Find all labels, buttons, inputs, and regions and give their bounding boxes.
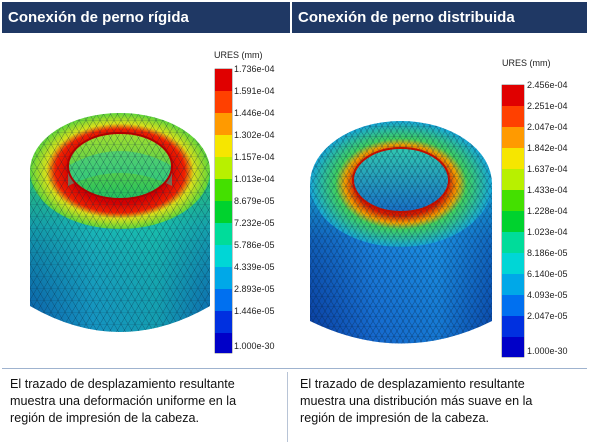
caption-line: muestra una deformación uniforme en la bbox=[10, 394, 237, 408]
legend-label: 8.186e-05 bbox=[527, 248, 568, 258]
legend-labels-distributed: 2.456e-04 2.251e-04 2.047e-04 1.842e-04 … bbox=[527, 80, 568, 356]
legend-labels-rigid: 1.736e-04 1.591e-04 1.446e-04 1.302e-04 … bbox=[234, 64, 275, 351]
legend-label: 1.157e-04 bbox=[234, 152, 275, 162]
legend-label: 1.736e-04 bbox=[234, 64, 275, 74]
legend-label: 2.251e-04 bbox=[527, 101, 568, 111]
legend-label: 2.047e-04 bbox=[527, 122, 568, 132]
legend-title-rigid: URES (mm) bbox=[214, 50, 263, 60]
legend-title-distributed: URES (mm) bbox=[502, 58, 551, 68]
panel-header-rigid: Conexión de perno rígida bbox=[2, 2, 290, 33]
legend-label: 1.637e-04 bbox=[527, 164, 568, 174]
caption-line: muestra una distribución más suave en la bbox=[300, 394, 533, 408]
caption-divider bbox=[2, 368, 587, 369]
legend-label: 4.093e-05 bbox=[527, 290, 568, 300]
caption-line: El trazado de desplazamiento resultante bbox=[10, 377, 235, 391]
legend-label: 5.786e-05 bbox=[234, 240, 275, 250]
legend-label: 1.013e-04 bbox=[234, 174, 275, 184]
legend-label: 7.232e-05 bbox=[234, 218, 275, 228]
legend-label: 1.302e-04 bbox=[234, 130, 275, 140]
caption-line: El trazado de desplazamiento resultante bbox=[300, 377, 525, 391]
legend-label: 1.446e-05 bbox=[234, 306, 275, 316]
legend-label: 6.140e-05 bbox=[527, 269, 568, 279]
caption-rigid: El trazado de desplazamiento resultante … bbox=[4, 372, 288, 442]
legend-label: 1.228e-04 bbox=[527, 206, 568, 216]
legend-label: 1.842e-04 bbox=[527, 143, 568, 153]
legend-bar-distributed bbox=[501, 84, 525, 358]
caption-distributed: El trazado de desplazamiento resultante … bbox=[294, 372, 586, 442]
legend-label: 1.023e-04 bbox=[527, 227, 568, 237]
plot-rigid: 1.736e-04 1.591e-04 1.446e-04 1.302e-04 … bbox=[2, 36, 292, 366]
legend-label: 1.000e-30 bbox=[527, 346, 568, 356]
legend-label: 8.679e-05 bbox=[234, 196, 275, 206]
caption-line: región de impresión de la cabeza. bbox=[10, 411, 200, 425]
legend-label: 1.446e-04 bbox=[234, 108, 275, 118]
legend-label: 2.047e-05 bbox=[527, 311, 568, 321]
displacement-model-rigid: 1.736e-04 1.591e-04 1.446e-04 1.302e-04 … bbox=[30, 64, 275, 354]
legend-label: 2.893e-05 bbox=[234, 284, 275, 294]
displacement-model-distributed: 2.456e-04 2.251e-04 2.047e-04 1.842e-04 … bbox=[310, 80, 568, 358]
legend-label: 4.339e-05 bbox=[234, 262, 275, 272]
panel-header-distributed: Conexión de perno distribuida bbox=[292, 2, 587, 33]
legend-bar-rigid bbox=[214, 68, 233, 354]
plot-distributed: 2.456e-04 2.251e-04 2.047e-04 1.842e-04 … bbox=[292, 36, 587, 366]
caption-line: región de impresión de la cabeza. bbox=[300, 411, 490, 425]
legend-label: 2.456e-04 bbox=[527, 80, 568, 90]
legend-label: 1.433e-04 bbox=[527, 185, 568, 195]
legend-label: 1.591e-04 bbox=[234, 86, 275, 96]
legend-label: 1.000e-30 bbox=[234, 341, 275, 351]
